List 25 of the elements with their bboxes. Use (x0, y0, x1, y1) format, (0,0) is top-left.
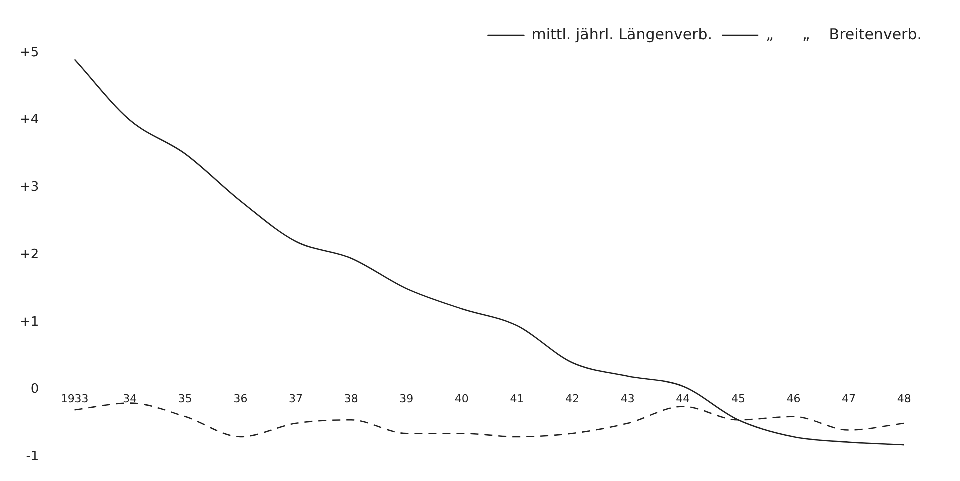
x-tick-label: 40 (454, 392, 469, 406)
x-tick-label: 46 (786, 392, 801, 406)
legend-label: mittl. jährl. Längenverb. (532, 25, 713, 44)
x-tick-label: 48 (897, 392, 912, 406)
x-tick-label: 43 (620, 392, 635, 406)
y-tick-label: +5 (20, 45, 40, 60)
y-tick-label: +2 (20, 247, 40, 262)
y-tick-label: 0 (30, 382, 40, 398)
x-tick-label: 1933 (60, 392, 89, 406)
x-tick-label: 44 (676, 392, 690, 406)
y-tick-label: +1 (20, 314, 40, 330)
x-tick-label: 34 (123, 392, 138, 406)
x-tick-label: 39 (400, 392, 414, 406)
y-tick-label: +4 (20, 112, 40, 128)
legend-label: „ „ Breitenverb. (766, 25, 922, 44)
y-tick-label: -1 (26, 450, 40, 465)
y-tick-label: +3 (20, 180, 40, 196)
x-tick-label: 41 (510, 392, 524, 406)
x-tick-label: 38 (344, 392, 358, 406)
x-tick-label: 45 (731, 392, 746, 406)
x-tick-label: 37 (289, 392, 304, 406)
x-tick-label: 42 (566, 392, 580, 406)
x-tick-label: 35 (178, 392, 192, 406)
x-tick-label: 47 (842, 392, 856, 406)
x-tick-label: 36 (234, 392, 248, 406)
